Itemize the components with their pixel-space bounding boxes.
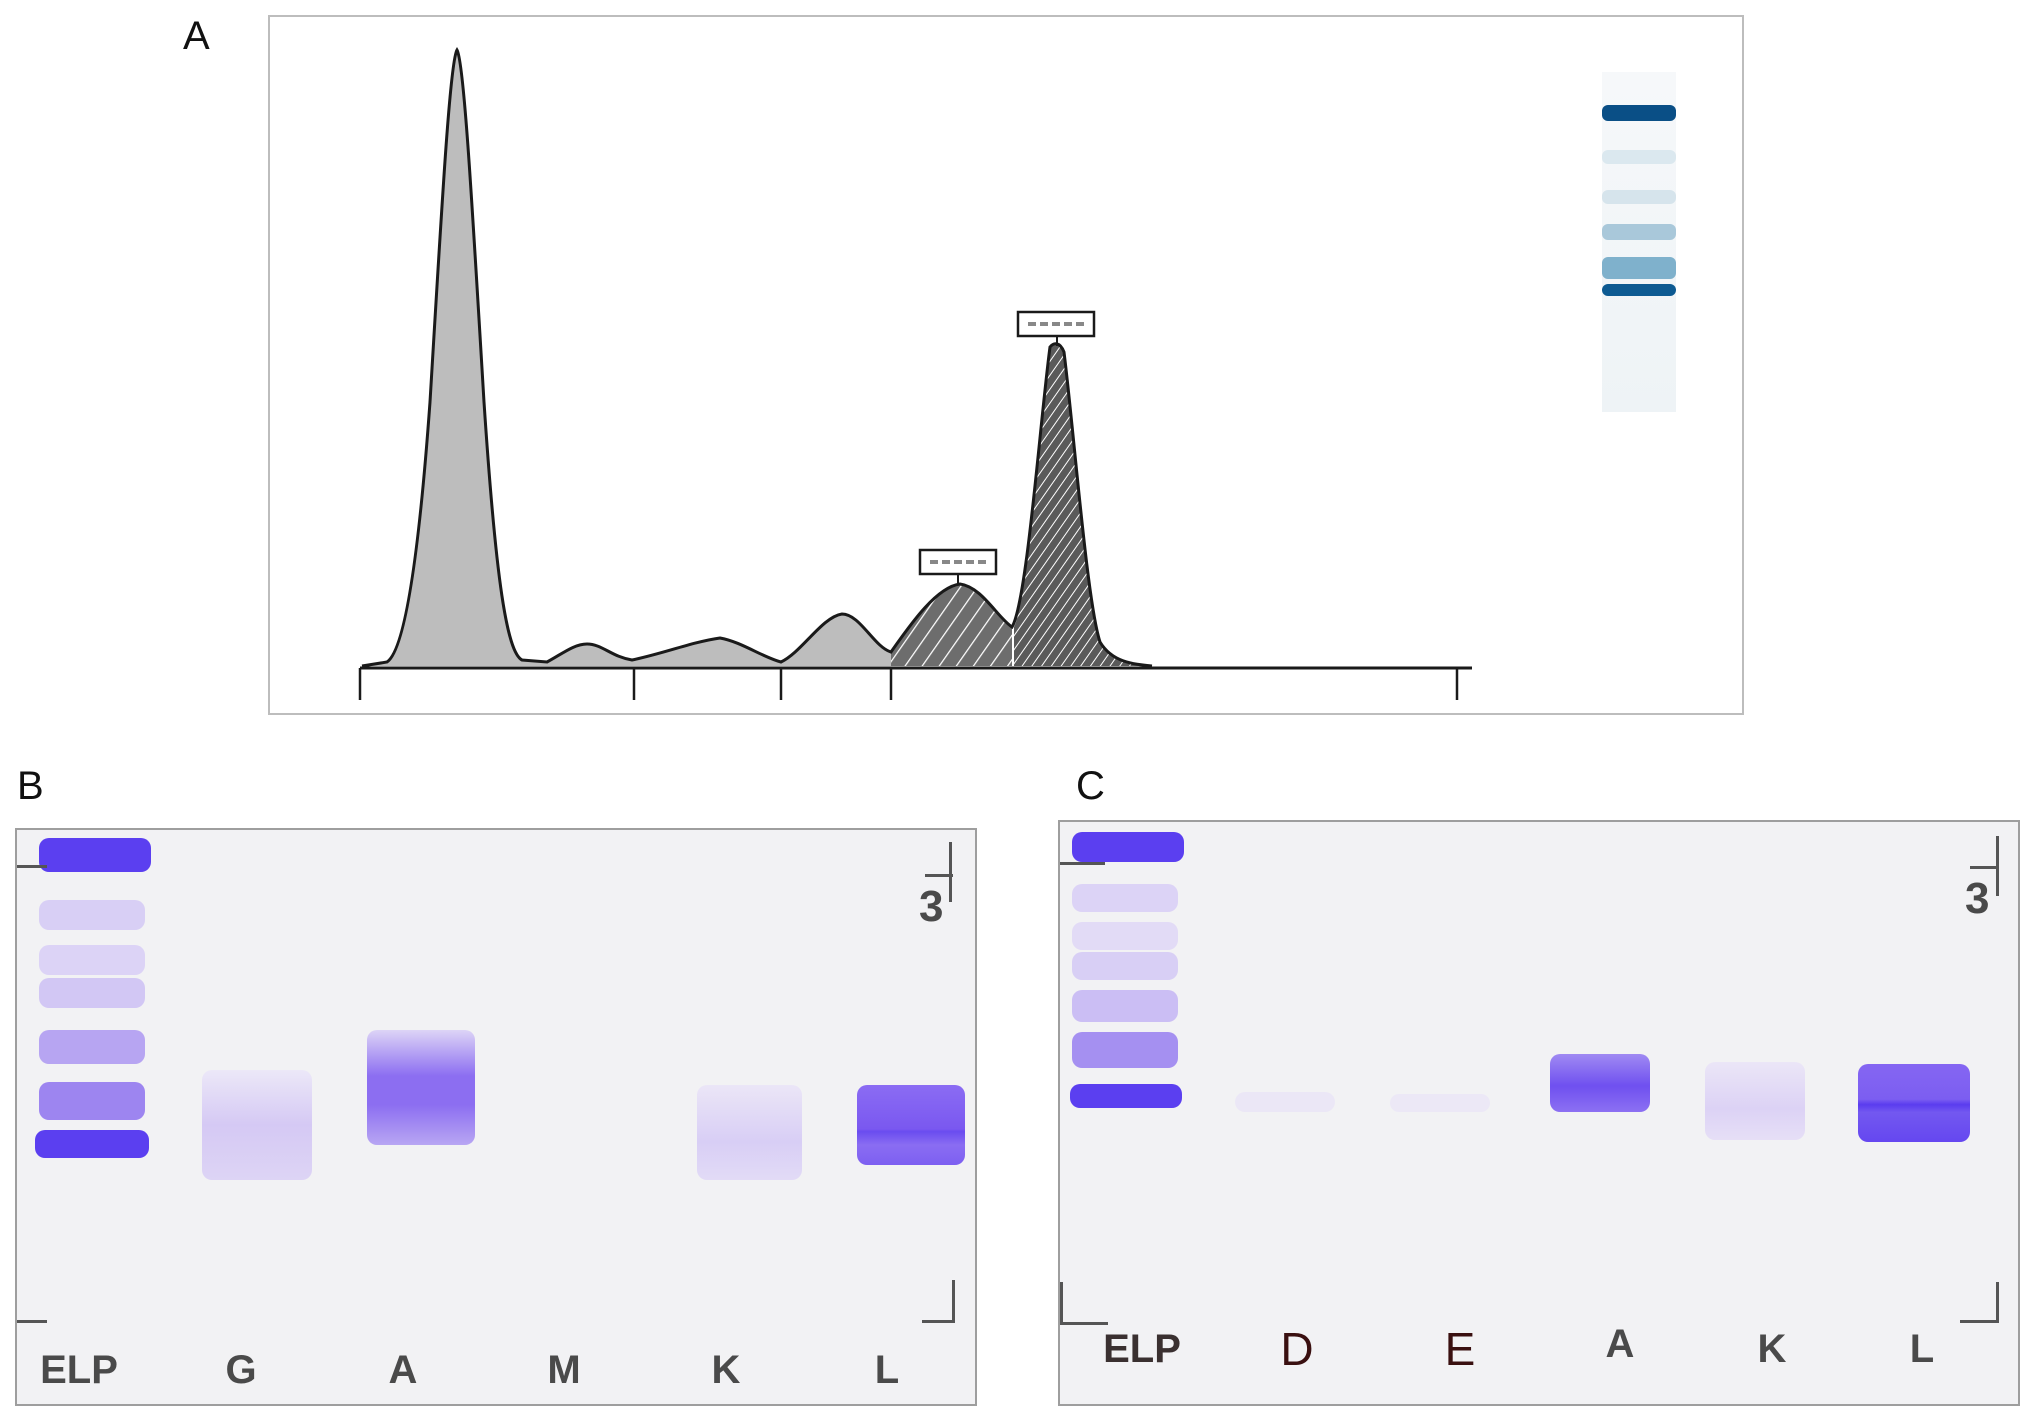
panel-label-b: B [17,764,44,808]
elp-band [39,900,145,930]
lane-label-k: K [1757,1327,1787,1371]
panel-label-c: C [1076,764,1105,808]
lane-label-l: L [1909,1327,1935,1371]
densitometry-trace [358,46,1472,700]
gel-corner-mark [925,874,953,877]
lane-label-a: A [388,1348,418,1392]
lane-d-band [1235,1092,1335,1112]
lane-a-band [1550,1054,1650,1112]
panel-label-a: A [183,14,210,58]
lane-l-band [1858,1064,1970,1142]
lane-g-band [202,1070,312,1180]
elp-band [1070,1084,1182,1108]
lane-label-elp: ELP [40,1348,118,1392]
gel-corner-mark [17,1320,47,1323]
peak-label-box-1 [918,548,998,584]
elp-band [35,1130,149,1158]
gel-corner-mark [922,1280,955,1323]
elp-band [1072,1032,1178,1068]
gel-corner-mark [1060,1282,1108,1325]
lane-k-band [1705,1062,1805,1140]
strip-band [1602,105,1676,121]
elp-band [39,945,145,975]
gel-corner-mark [1960,1282,1999,1323]
lane-label-a: A [1605,1322,1635,1366]
densitometry-panel [268,15,1744,715]
strip-band [1602,150,1676,164]
lane-label-g: G [225,1348,257,1392]
elp-band [1072,922,1178,950]
elp-band [1072,832,1184,862]
gel-corner-mark [1970,866,1998,869]
lane-label-d: D [1280,1323,1314,1375]
elp-band [1072,884,1178,912]
immunofixation-gel-c: 3 ELP D E A K L [1058,820,2020,1406]
lane-label-l: L [874,1348,900,1392]
lane-label-e: E [1444,1323,1476,1375]
electrophoresis-strip [1602,72,1676,412]
strip-band [1602,257,1676,279]
elp-band [1072,952,1178,980]
gel-corner-mark [1060,862,1105,865]
gel-marker-number: 3 [1965,874,1990,923]
lane-label-k: K [711,1348,741,1392]
elp-band [39,1030,145,1064]
strip-band [1602,224,1676,240]
elp-band [39,838,151,872]
gel-marker-number: 3 [919,882,944,931]
strip-band [1602,190,1676,204]
gel-corner-mark [949,842,952,902]
strip-band [1602,284,1676,296]
elp-band [1072,990,1178,1022]
lane-label-m: M [547,1348,581,1392]
lane-label-elp: ELP [1103,1327,1181,1371]
lane-k-band [697,1085,802,1180]
gel-corner-mark [17,865,47,868]
lane-a-band [367,1030,475,1145]
peak-label-box-2 [1016,310,1096,346]
lane-l-band [857,1085,965,1165]
lane-e-band [1390,1094,1490,1112]
elp-band [39,1082,145,1120]
immunofixation-gel-b: 3 ELP G A M K L [15,828,977,1406]
elp-band [39,978,145,1008]
